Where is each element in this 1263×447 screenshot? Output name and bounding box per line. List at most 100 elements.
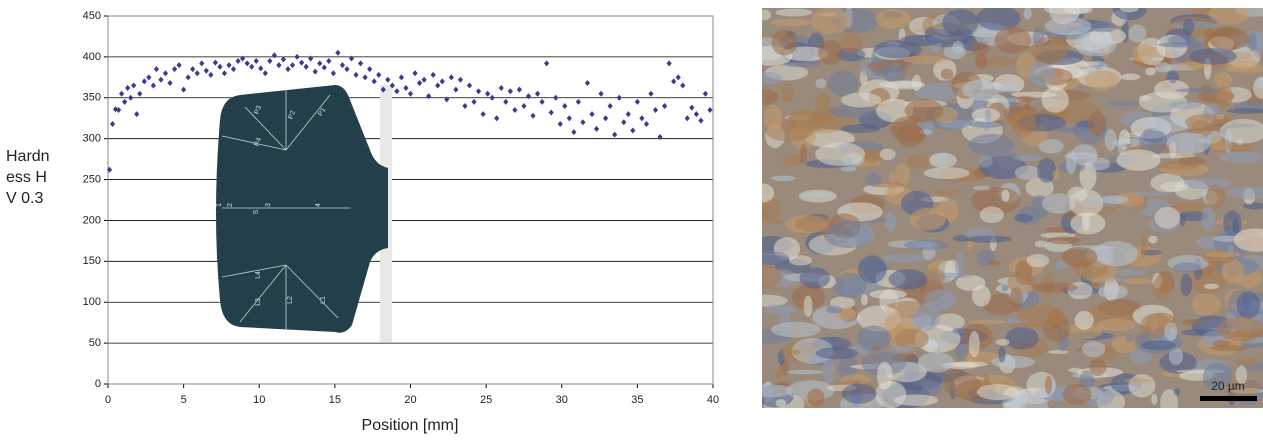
texture — [1013, 154, 1042, 162]
point — [539, 98, 545, 105]
point — [122, 98, 128, 105]
texture — [762, 294, 788, 307]
texture — [1045, 375, 1053, 395]
point — [190, 66, 196, 73]
x-tick-label: 35 — [631, 394, 643, 406]
point — [380, 86, 386, 93]
texture — [1052, 169, 1060, 181]
texture — [857, 255, 887, 284]
texture — [815, 142, 866, 166]
texture — [780, 349, 802, 355]
point — [521, 102, 527, 109]
texture — [1005, 326, 1039, 350]
texture — [1139, 127, 1168, 156]
y-tick-label: 150 — [83, 255, 101, 267]
point — [326, 57, 332, 64]
point — [580, 119, 586, 126]
point — [530, 112, 536, 119]
point — [253, 57, 259, 64]
texture — [1089, 358, 1107, 376]
point — [181, 86, 187, 93]
point — [707, 107, 713, 114]
point — [230, 66, 237, 73]
texture — [968, 330, 980, 358]
point — [115, 107, 122, 114]
texture — [1090, 21, 1118, 33]
texture — [1202, 362, 1233, 391]
point — [643, 120, 650, 127]
y-tick-label: 300 — [83, 133, 101, 145]
point — [134, 111, 140, 118]
point — [684, 115, 690, 122]
texture — [1166, 132, 1211, 155]
texture — [1014, 213, 1034, 223]
texture — [788, 255, 813, 266]
texture — [1152, 274, 1171, 301]
texture — [1173, 262, 1201, 273]
texture — [815, 78, 827, 89]
scale-bar — [1200, 396, 1257, 401]
texture — [826, 305, 843, 314]
point — [593, 125, 600, 132]
point — [185, 74, 191, 81]
texture — [921, 382, 943, 396]
texture — [913, 304, 941, 331]
point — [137, 90, 143, 97]
point — [141, 78, 147, 85]
point — [109, 120, 116, 127]
point — [557, 120, 563, 127]
inset-label: S — [253, 209, 260, 214]
texture — [955, 275, 986, 291]
texture — [1047, 236, 1081, 245]
texture — [889, 345, 915, 353]
point — [235, 57, 241, 64]
point — [544, 60, 550, 67]
texture — [910, 207, 946, 231]
texture — [998, 346, 1006, 363]
point — [131, 82, 137, 89]
point — [466, 82, 473, 89]
x-tick-label: 20 — [404, 394, 416, 406]
texture — [1023, 8, 1032, 20]
point — [385, 76, 391, 83]
specimen-shape — [216, 85, 388, 333]
texture — [1037, 157, 1057, 183]
point — [294, 53, 300, 60]
texture — [1170, 201, 1207, 212]
y-label-box: Hardness HV 0.3 — [6, 148, 50, 207]
texture — [917, 352, 955, 373]
texture — [1070, 212, 1106, 235]
point — [158, 76, 164, 83]
texture — [815, 347, 858, 360]
texture — [1235, 365, 1248, 385]
texture — [984, 107, 992, 124]
point — [689, 104, 695, 111]
texture — [822, 357, 836, 384]
texture — [986, 260, 1001, 266]
texture — [782, 153, 804, 167]
texture — [1028, 62, 1056, 86]
texture — [888, 269, 929, 290]
texture — [865, 150, 879, 164]
texture — [1048, 349, 1069, 355]
point — [407, 90, 414, 97]
texture — [1160, 181, 1189, 192]
texture — [1104, 129, 1117, 151]
texture — [1180, 211, 1208, 222]
texture — [1003, 393, 1049, 408]
texture — [1120, 8, 1139, 13]
texture — [1221, 258, 1244, 284]
point — [648, 90, 654, 97]
y-tick-label: 0 — [95, 378, 101, 390]
point — [344, 66, 350, 73]
x-tick-label: 30 — [556, 394, 568, 406]
point — [249, 63, 255, 70]
y-tick-label: 400 — [83, 51, 101, 63]
point — [119, 90, 125, 97]
plot-frame — [107, 15, 714, 385]
texture — [817, 39, 843, 65]
texture — [998, 152, 1022, 169]
texture — [1208, 8, 1250, 25]
texture — [876, 361, 893, 390]
point — [634, 98, 640, 105]
